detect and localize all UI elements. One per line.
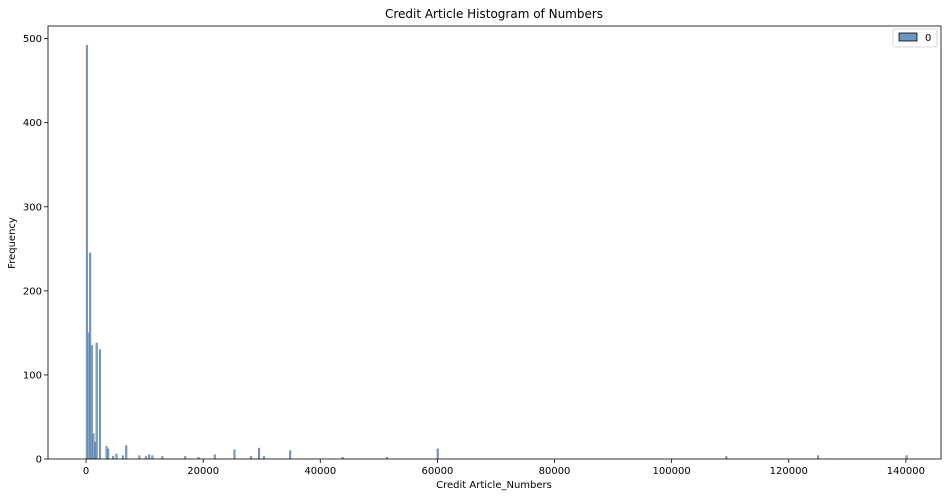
- x-axis-ticks: 0 20000 40000 60000 80000 100000 120000 140000: [83, 459, 925, 477]
- bars-group: [85, 45, 908, 460]
- y-tick-label: 500: [23, 34, 42, 45]
- y-tick-label: 200: [23, 286, 42, 297]
- y-axis-label: Frequency: [7, 217, 18, 269]
- legend-swatch: [898, 32, 918, 42]
- histogram-bar: [436, 448, 439, 460]
- x-axis-label: Credit Article_Numbers: [436, 480, 552, 491]
- histogram-bar: [107, 448, 110, 460]
- chart-title: Credit Article Histogram of Numbers: [385, 7, 603, 21]
- histogram-bar: [90, 345, 93, 460]
- x-tick-label: 140000: [887, 466, 925, 477]
- legend-label: 0: [925, 33, 931, 44]
- histogram-bar: [289, 450, 292, 460]
- y-tick-label: 300: [23, 202, 42, 213]
- histogram-bar: [258, 447, 261, 460]
- x-tick-label: 60000: [422, 466, 454, 477]
- histogram-bar: [92, 433, 95, 460]
- histogram-bar: [233, 449, 236, 460]
- histogram-bar: [125, 445, 128, 460]
- plot-frame: [47, 25, 942, 460]
- y-axis-ticks: 0 100 200 300 400 500: [23, 34, 48, 466]
- legend: 0: [892, 28, 938, 48]
- x-tick-label: 120000: [770, 466, 808, 477]
- x-tick-label: 20000: [187, 466, 219, 477]
- histogram-bar: [817, 455, 820, 460]
- histogram-bar: [89, 252, 92, 460]
- y-tick-label: 400: [23, 118, 42, 129]
- histogram-bar: [105, 446, 108, 460]
- x-tick-label: 80000: [539, 466, 571, 477]
- histogram-bar: [148, 454, 151, 460]
- histogram-bar: [213, 454, 216, 460]
- histogram-bar: [87, 332, 90, 460]
- y-tick-label: 100: [23, 370, 42, 381]
- histogram-bar: [115, 453, 118, 460]
- x-tick-label: 40000: [304, 466, 336, 477]
- histogram-bar: [85, 45, 88, 460]
- histogram-bar: [95, 342, 98, 460]
- histogram-bar: [138, 455, 141, 460]
- histogram-bar: [94, 441, 97, 460]
- histogram-bar: [121, 455, 124, 460]
- x-tick-label: 100000: [653, 466, 691, 477]
- y-tick-label: 0: [36, 455, 42, 466]
- histogram-bar: [151, 455, 154, 460]
- histogram-bar: [98, 349, 102, 460]
- plot-area: [48, 26, 941, 459]
- histogram-bar: [905, 455, 908, 460]
- x-tick-label: 0: [83, 466, 89, 477]
